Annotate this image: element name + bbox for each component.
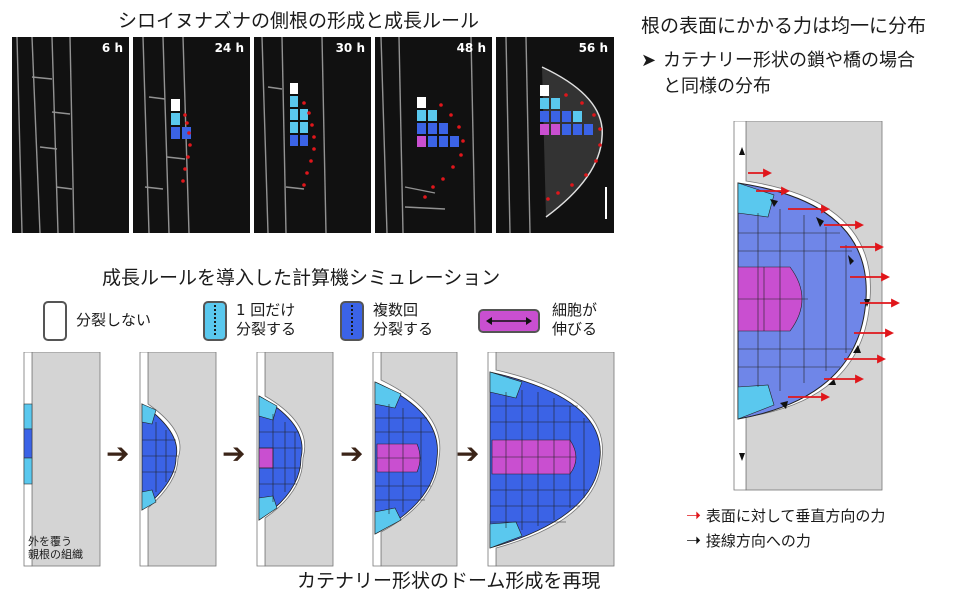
catenary-note: ➤ カテナリー形状の鎖や橋の場合 と同様の分布 [641, 48, 915, 100]
stage-arrow-4: ➔ [456, 437, 480, 470]
legend-divide-many: 複数回 分裂する [373, 301, 433, 339]
time-label: 24 h [214, 41, 244, 55]
legend-divide-once-line1: 1 回だけ [236, 301, 296, 319]
micrograph-panel-30h: 30 h [254, 37, 371, 233]
black-arrow-icon: ➝ [686, 530, 702, 551]
legend-divide-many-line2: 分裂する [373, 320, 434, 338]
force-diagram [728, 120, 908, 495]
no-division-swatch [43, 301, 67, 341]
micrograph-panel-24h: 24 h [133, 37, 250, 233]
legend-tangential-force: ➝ 接線方向への力 [686, 530, 811, 551]
catenary-note-line2: と同様の分布 [663, 76, 771, 97]
simulation-caption: カテナリー形状のドーム形成を再現 [297, 570, 601, 592]
parent-tissue-note-line2: 親根の組織 [28, 548, 83, 561]
stage-arrow-3: ➔ [340, 437, 364, 470]
divide-many-swatch [340, 301, 364, 341]
force-title: 根の表面にかかる力は均一に分布 [641, 15, 927, 37]
legend-divide-once: 1 回だけ 分裂する [236, 301, 296, 339]
sim-stage-4 [371, 351, 461, 571]
time-label: 30 h [335, 41, 365, 55]
legend-elongate-line2: 伸びる [552, 320, 598, 338]
legend-elongate: 細胞が 伸びる [552, 301, 597, 339]
sim-stage-1 [22, 351, 102, 571]
micrograph-panel-6h: 6 h [12, 37, 129, 233]
legend-no-division: 分裂しない [76, 311, 152, 329]
bullet-arrow-icon: ➤ [641, 50, 657, 71]
catenary-note-line1: カテナリー形状の鎖や橋の場合 [663, 50, 915, 71]
red-arrow-icon: ➝ [686, 505, 702, 526]
divide-once-swatch [203, 301, 227, 341]
legend-tangential-force-label: 接線方向への力 [705, 532, 811, 550]
sim-stage-2 [138, 351, 218, 571]
micrograph-title: シロイヌナズナの側根の形成と成長ルール [118, 10, 480, 32]
legend-normal-force-label: 表面に対して垂直方向の力 [705, 507, 886, 525]
sim-stage-5 [486, 351, 616, 571]
parent-tissue-note-line1: 外を覆う [28, 535, 72, 548]
time-label: 48 h [456, 41, 486, 55]
time-label: 56 h [578, 41, 608, 55]
time-label: 6 h [101, 41, 123, 55]
legend-divide-once-line2: 分裂する [236, 320, 297, 338]
parent-tissue-note: 外を覆う 親根の組織 [28, 535, 83, 561]
legend-divide-many-line1: 複数回 [373, 301, 419, 319]
legend-normal-force: ➝ 表面に対して垂直方向の力 [686, 505, 885, 526]
micrograph-panel-56h: 56 h [496, 37, 614, 233]
sim-stage-3 [255, 351, 337, 571]
elongate-swatch [478, 309, 540, 333]
stage-arrow-2: ➔ [222, 437, 246, 470]
stage-arrow-1: ➔ [106, 437, 130, 470]
micrograph-panel-48h: 48 h [375, 37, 492, 233]
legend-elongate-line1: 細胞が [552, 301, 598, 319]
simulation-title: 成長ルールを導入した計算機シミュレーション [102, 267, 501, 289]
